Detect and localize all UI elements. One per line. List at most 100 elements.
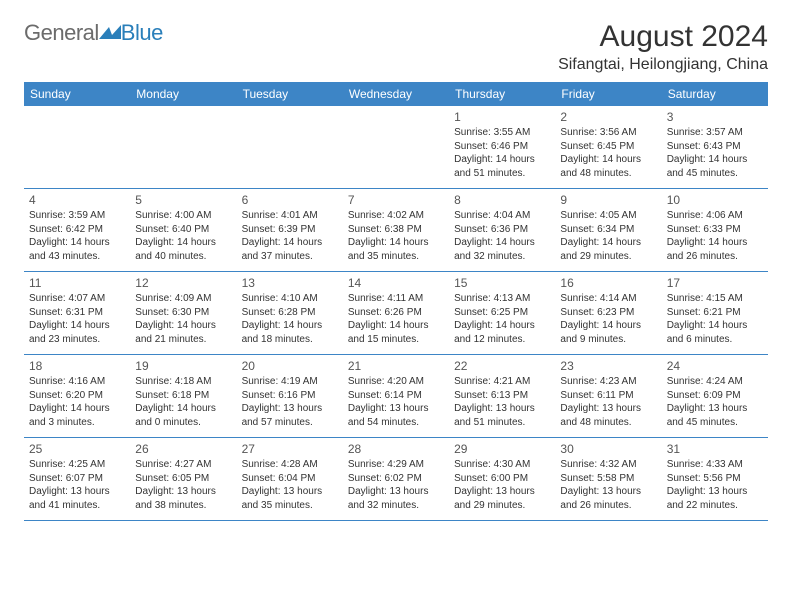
day-number: 14: [348, 276, 444, 290]
day-info: Sunrise: 4:00 AMSunset: 6:40 PMDaylight:…: [135, 209, 231, 263]
day-number: 2: [560, 110, 656, 124]
day-number: 5: [135, 193, 231, 207]
day-info: Sunrise: 4:23 AMSunset: 6:11 PMDaylight:…: [560, 375, 656, 429]
day-cell: 19 Sunrise: 4:18 AMSunset: 6:18 PMDayligh…: [130, 355, 236, 437]
logo-triangle-icon: [99, 25, 121, 41]
day-cell: 15 Sunrise: 4:13 AMSunset: 6:25 PMDayligh…: [449, 272, 555, 354]
day-info: Sunrise: 4:33 AMSunset: 5:56 PMDaylight:…: [667, 458, 763, 512]
logo-text-general: General: [24, 20, 99, 46]
day-cell: [237, 106, 343, 188]
logo-text-blue: Blue: [121, 20, 163, 46]
day-info: Sunrise: 4:32 AMSunset: 5:58 PMDaylight:…: [560, 458, 656, 512]
day-info: Sunrise: 4:30 AMSunset: 6:00 PMDaylight:…: [454, 458, 550, 512]
calendar-grid: SundayMondayTuesdayWednesdayThursdayFrid…: [24, 82, 768, 521]
week-row: 18Sunrise: 4:16 AMSunset: 6:20 PMDayligh…: [24, 355, 768, 438]
day-info: Sunrise: 4:01 AMSunset: 6:39 PMDaylight:…: [242, 209, 338, 263]
day-info: Sunrise: 4:11 AMSunset: 6:26 PMDaylight:…: [348, 292, 444, 346]
weekday-header: Tuesday: [237, 82, 343, 106]
day-cell: 13Sunrise: 4:10 AMSunset: 6:28 PMDayligh…: [237, 272, 343, 354]
day-number: 19: [135, 359, 231, 373]
day-cell: 23 Sunrise: 4:23 AMSunset: 6:11 PMDayligh…: [555, 355, 661, 437]
day-number: 10: [667, 193, 763, 207]
day-cell: 8Sunrise: 4:04 AMSunset: 6:36 PMDaylight…: [449, 189, 555, 271]
day-info: Sunrise: 4:21 AMSunset: 6:13 PMDaylight:…: [454, 375, 550, 429]
day-number: 18: [29, 359, 125, 373]
day-info: Sunrise: 4:29 AMSunset: 6:02 PMDaylight:…: [348, 458, 444, 512]
day-cell: 3 Sunrise: 3:57 AMSunset: 6:43 PMDaylight…: [662, 106, 768, 188]
day-cell: 1 Sunrise: 3:55 AMSunset: 6:46 PMDaylight…: [449, 106, 555, 188]
week-row: 25Sunrise: 4:25 AMSunset: 6:07 PMDayligh…: [24, 438, 768, 521]
day-info: Sunrise: 4:27 AMSunset: 6:05 PMDaylight:…: [135, 458, 231, 512]
day-info: Sunrise: 4:09 AMSunset: 6:30 PMDaylight:…: [135, 292, 231, 346]
weeks-container: 1 Sunrise: 3:55 AMSunset: 6:46 PMDaylight…: [24, 106, 768, 521]
day-cell: 16 Sunrise: 4:14 AMSunset: 6:23 PMDayligh…: [555, 272, 661, 354]
day-cell: 20 Sunrise: 4:19 AMSunset: 6:16 PMDayligh…: [237, 355, 343, 437]
day-number: 23: [560, 359, 656, 373]
day-info: Sunrise: 4:02 AMSunset: 6:38 PMDaylight:…: [348, 209, 444, 263]
day-cell: 4 Sunrise: 3:59 AMSunset: 6:42 PMDaylight…: [24, 189, 130, 271]
day-info: Sunrise: 4:05 AMSunset: 6:34 PMDaylight:…: [560, 209, 656, 263]
day-number: 8: [454, 193, 550, 207]
day-number: 22: [454, 359, 550, 373]
month-title: August 2024: [558, 20, 768, 54]
day-cell: [130, 106, 236, 188]
day-number: 31: [667, 442, 763, 456]
location: Sifangtai, Heilongjiang, China: [558, 56, 768, 74]
weekday-header: Sunday: [24, 82, 130, 106]
day-cell: 30 Sunrise: 4:32 AMSunset: 5:58 PMDayligh…: [555, 438, 661, 520]
day-cell: 25Sunrise: 4:25 AMSunset: 6:07 PMDayligh…: [24, 438, 130, 520]
day-number: 1: [454, 110, 550, 124]
day-number: 30: [560, 442, 656, 456]
day-number: 3: [667, 110, 763, 124]
day-cell: 14 Sunrise: 4:11 AMSunset: 6:26 PMDayligh…: [343, 272, 449, 354]
day-info: Sunrise: 4:19 AMSunset: 6:16 PMDaylight:…: [242, 375, 338, 429]
day-number: 21: [348, 359, 444, 373]
week-row: 11 Sunrise: 4:07 AMSunset: 6:31 PMDayligh…: [24, 272, 768, 355]
day-number: 20: [242, 359, 338, 373]
day-cell: 26Sunrise: 4:27 AMSunset: 6:05 PMDayligh…: [130, 438, 236, 520]
day-number: 11: [29, 276, 125, 290]
day-cell: 18Sunrise: 4:16 AMSunset: 6:20 PMDayligh…: [24, 355, 130, 437]
day-number: 29: [454, 442, 550, 456]
day-cell: 11 Sunrise: 4:07 AMSunset: 6:31 PMDayligh…: [24, 272, 130, 354]
title-block: August 2024 Sifangtai, Heilongjiang, Chi…: [558, 20, 768, 74]
day-info: Sunrise: 4:24 AMSunset: 6:09 PMDaylight:…: [667, 375, 763, 429]
day-cell: 24 Sunrise: 4:24 AMSunset: 6:09 PMDayligh…: [662, 355, 768, 437]
weekday-header: Wednesday: [343, 82, 449, 106]
day-info: Sunrise: 3:55 AMSunset: 6:46 PMDaylight:…: [454, 126, 550, 180]
day-number: 24: [667, 359, 763, 373]
day-cell: 10 Sunrise: 4:06 AMSunset: 6:33 PMDayligh…: [662, 189, 768, 271]
day-number: 4: [29, 193, 125, 207]
day-info: Sunrise: 4:18 AMSunset: 6:18 PMDaylight:…: [135, 375, 231, 429]
day-number: 28: [348, 442, 444, 456]
day-info: Sunrise: 4:06 AMSunset: 6:33 PMDaylight:…: [667, 209, 763, 263]
week-row: 4 Sunrise: 3:59 AMSunset: 6:42 PMDaylight…: [24, 189, 768, 272]
day-cell: 22 Sunrise: 4:21 AMSunset: 6:13 PMDayligh…: [449, 355, 555, 437]
header: General Blue August 2024 Sifangtai, Heil…: [24, 20, 768, 74]
day-number: 15: [454, 276, 550, 290]
calendar-page: General Blue August 2024 Sifangtai, Heil…: [0, 0, 792, 541]
day-number: 16: [560, 276, 656, 290]
weekday-header: Friday: [555, 82, 661, 106]
day-info: Sunrise: 4:15 AMSunset: 6:21 PMDaylight:…: [667, 292, 763, 346]
day-cell: 31 Sunrise: 4:33 AMSunset: 5:56 PMDayligh…: [662, 438, 768, 520]
day-cell: 12 Sunrise: 4:09 AMSunset: 6:30 PMDayligh…: [130, 272, 236, 354]
week-row: 1 Sunrise: 3:55 AMSunset: 6:46 PMDaylight…: [24, 106, 768, 189]
day-info: Sunrise: 4:13 AMSunset: 6:25 PMDaylight:…: [454, 292, 550, 346]
weekday-header-row: SundayMondayTuesdayWednesdayThursdayFrid…: [24, 82, 768, 106]
logo: General Blue: [24, 20, 163, 46]
day-info: Sunrise: 4:14 AMSunset: 6:23 PMDaylight:…: [560, 292, 656, 346]
day-number: 6: [242, 193, 338, 207]
day-number: 7: [348, 193, 444, 207]
day-cell: 17Sunrise: 4:15 AMSunset: 6:21 PMDayligh…: [662, 272, 768, 354]
day-info: Sunrise: 4:10 AMSunset: 6:28 PMDaylight:…: [242, 292, 338, 346]
day-info: Sunrise: 3:59 AMSunset: 6:42 PMDaylight:…: [29, 209, 125, 263]
day-info: Sunrise: 3:57 AMSunset: 6:43 PMDaylight:…: [667, 126, 763, 180]
day-cell: 6 Sunrise: 4:01 AMSunset: 6:39 PMDaylight…: [237, 189, 343, 271]
day-number: 12: [135, 276, 231, 290]
day-cell: 2 Sunrise: 3:56 AMSunset: 6:45 PMDaylight…: [555, 106, 661, 188]
day-info: Sunrise: 3:56 AMSunset: 6:45 PMDaylight:…: [560, 126, 656, 180]
day-cell: [24, 106, 130, 188]
day-info: Sunrise: 4:07 AMSunset: 6:31 PMDaylight:…: [29, 292, 125, 346]
day-info: Sunrise: 4:25 AMSunset: 6:07 PMDaylight:…: [29, 458, 125, 512]
